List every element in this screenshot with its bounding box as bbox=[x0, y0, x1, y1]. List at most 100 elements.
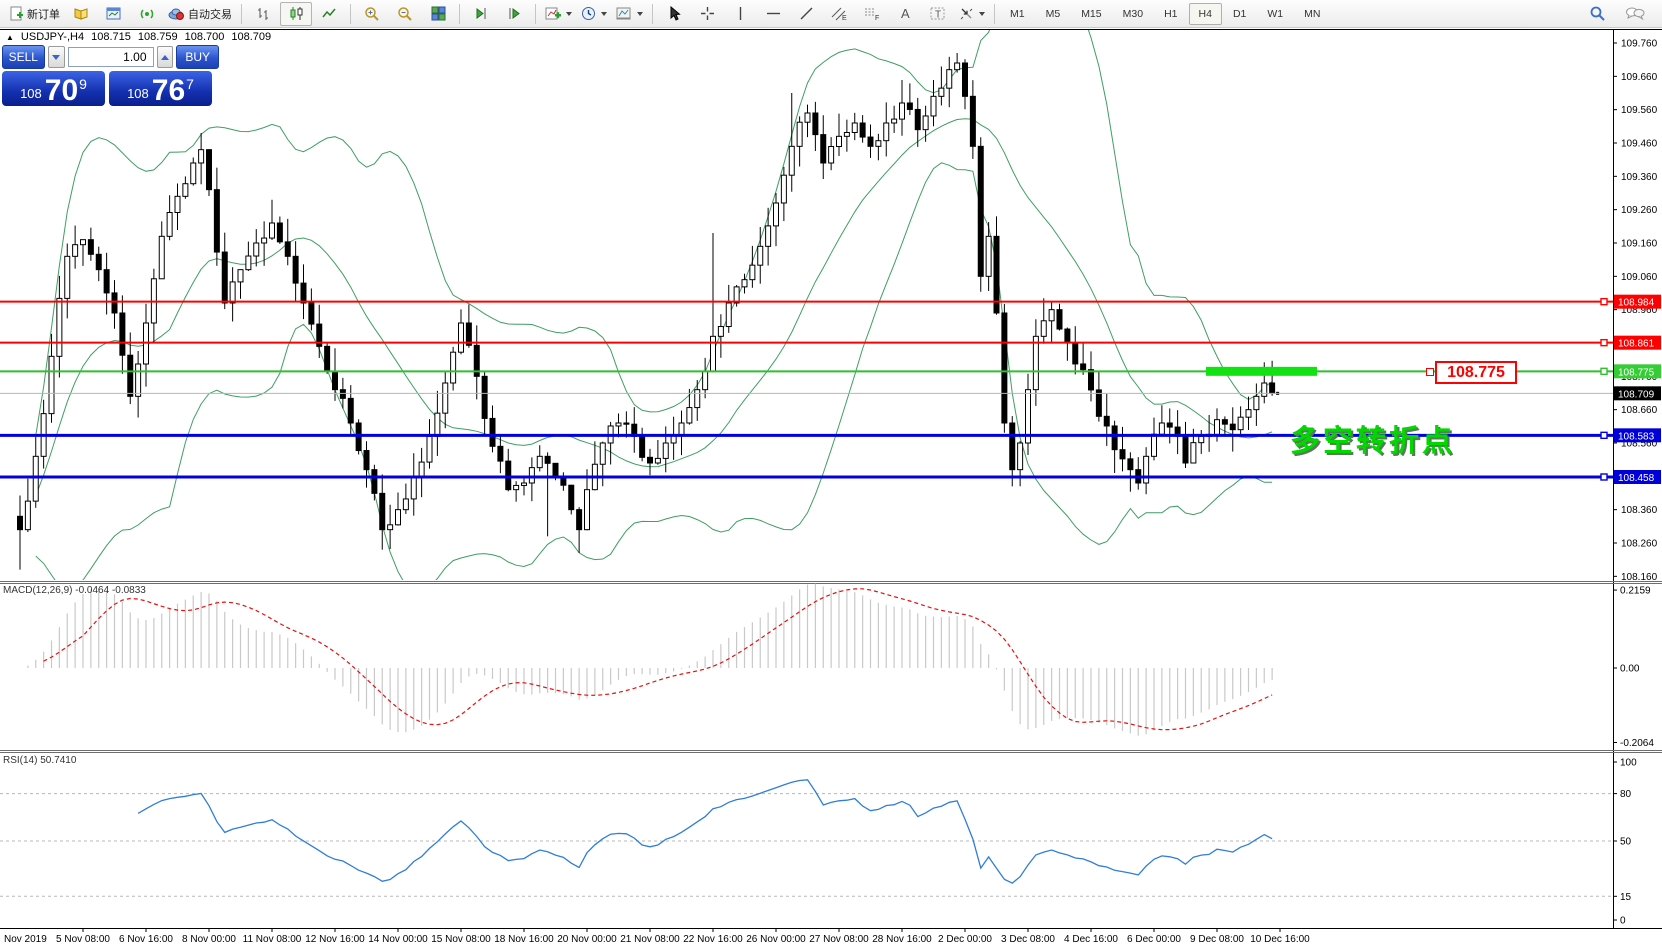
symbol-info: ▲ USDJPY-,H4 108.715 108.759 108.700 108… bbox=[6, 31, 271, 43]
timeframe-button-h4[interactable]: H4 bbox=[1188, 2, 1222, 25]
volume-decrease-button[interactable] bbox=[47, 46, 65, 68]
crosshair-button[interactable] bbox=[691, 2, 723, 26]
shift-end-button[interactable] bbox=[465, 2, 497, 26]
price-callout-anchor[interactable] bbox=[1426, 368, 1434, 376]
resistance-line-1[interactable] bbox=[0, 297, 1613, 306]
toolbar-right bbox=[1581, 2, 1657, 26]
signal-icon bbox=[139, 6, 155, 21]
buy-price-pips: 76 bbox=[151, 74, 186, 107]
price-tick-label: 109.460 bbox=[1621, 138, 1658, 149]
highlight-bar[interactable] bbox=[1206, 366, 1317, 376]
svg-text:F: F bbox=[875, 15, 879, 21]
tile-windows-button[interactable] bbox=[422, 2, 454, 26]
timeframe-button-h1[interactable]: H1 bbox=[1164, 7, 1178, 20]
buy-price-figure: 108 bbox=[127, 86, 149, 101]
dropdown-caret-icon bbox=[979, 11, 985, 16]
bars-icon bbox=[256, 6, 271, 21]
price-tick-label: 108.360 bbox=[1621, 505, 1658, 516]
chinese-annotation[interactable]: 多空转折点 bbox=[1290, 425, 1455, 458]
candlesticks bbox=[17, 52, 1276, 570]
text-label-button[interactable]: T bbox=[922, 2, 954, 26]
tline-icon bbox=[799, 6, 814, 21]
candlestick-chart-button[interactable] bbox=[280, 1, 312, 26]
time-tick-label: 18 Nov 16:00 bbox=[494, 934, 554, 945]
price-callout-label[interactable]: 108.775 bbox=[1435, 361, 1517, 384]
rsi-value: 50.7410 bbox=[40, 755, 77, 766]
timeframe-button-d1[interactable]: D1 bbox=[1232, 7, 1247, 20]
chat-button[interactable] bbox=[1619, 2, 1651, 26]
rsi-tick-label: 50 bbox=[1620, 837, 1632, 848]
volume-input[interactable] bbox=[67, 47, 154, 67]
macd-panel bbox=[27, 583, 1273, 736]
one-click-trade-panel: SELL BUY 108 70 9 108 76 7 bbox=[2, 45, 219, 106]
periods-button[interactable] bbox=[577, 2, 611, 26]
sell-quote[interactable]: 108 70 9 bbox=[2, 71, 105, 106]
resistance-line-2[interactable] bbox=[0, 338, 1613, 347]
toolbar-separator bbox=[652, 3, 653, 24]
dropdown-caret-icon bbox=[566, 11, 572, 16]
market-watch-button[interactable] bbox=[65, 2, 97, 26]
buy-quote[interactable]: 108 76 7 bbox=[109, 71, 212, 106]
auto-trading-button-label: 自动交易 bbox=[188, 8, 232, 21]
price-label-108.583: 108.583 bbox=[1614, 428, 1661, 443]
fibonacci-button[interactable]: F bbox=[856, 2, 888, 26]
bollinger-middle-band bbox=[35, 118, 1273, 496]
pivot-line[interactable] bbox=[0, 367, 1613, 376]
rsi-tick-label: 15 bbox=[1620, 892, 1632, 903]
auto-scroll-button[interactable] bbox=[498, 2, 530, 26]
price-tick-label: 109.560 bbox=[1621, 105, 1658, 116]
price-tick-label: 108.260 bbox=[1621, 538, 1658, 549]
data-window-button[interactable] bbox=[98, 2, 130, 26]
buy-button[interactable]: BUY bbox=[176, 45, 219, 69]
new-order-icon bbox=[9, 6, 24, 21]
time-tick-label: 6 Dec 00:00 bbox=[1127, 934, 1181, 945]
timeframe-button-mn[interactable]: MN bbox=[1304, 7, 1321, 20]
search-button[interactable] bbox=[1581, 2, 1613, 26]
trendline-button[interactable] bbox=[790, 2, 822, 26]
indicators-button[interactable] bbox=[541, 2, 576, 26]
auto-trading-button[interactable]: 自动交易 bbox=[164, 2, 236, 26]
price-tick-label: 108.160 bbox=[1621, 572, 1658, 583]
channel-button[interactable]: E bbox=[823, 2, 855, 26]
new-order-button[interactable]: 新订单 bbox=[5, 2, 64, 26]
timeframe-button-m5[interactable]: M5 bbox=[1045, 7, 1061, 20]
price-tick-label: 109.160 bbox=[1621, 238, 1658, 249]
timeframe-button-m1[interactable]: M1 bbox=[1010, 7, 1025, 20]
rsi-name: RSI(14) bbox=[3, 755, 38, 766]
text-button[interactable]: A bbox=[889, 2, 921, 26]
templates-button[interactable] bbox=[612, 2, 647, 26]
rsi-tick-label: 80 bbox=[1620, 789, 1632, 800]
svg-text:T: T bbox=[935, 10, 941, 21]
bar-chart-button[interactable] bbox=[247, 2, 279, 26]
time-tick-label: 20 Nov 00:00 bbox=[557, 934, 617, 945]
price-tick-label: 108.660 bbox=[1621, 405, 1658, 416]
chart-canvas[interactable]: 109.760 109.660 109.560 109.460 109.360 109.2… bbox=[0, 28, 1662, 945]
timeframe-button-m30[interactable]: M30 bbox=[1122, 7, 1144, 20]
zoom-in-button[interactable] bbox=[356, 2, 388, 26]
ohlc-low: 108.700 bbox=[184, 31, 225, 43]
toolbar-separator bbox=[535, 3, 536, 24]
zoom-in-icon bbox=[364, 6, 380, 22]
signals-button[interactable] bbox=[131, 2, 163, 26]
timeframe-button-m15[interactable]: M15 bbox=[1081, 7, 1102, 20]
support-line-2[interactable] bbox=[0, 473, 1613, 481]
horizontal-line-button[interactable] bbox=[757, 2, 789, 26]
volume-increase-button[interactable] bbox=[156, 46, 174, 68]
svg-text:A: A bbox=[901, 6, 910, 21]
timeframe-button-w1[interactable]: W1 bbox=[1267, 7, 1284, 20]
cursor-button[interactable] bbox=[658, 2, 690, 26]
arrows-button[interactable] bbox=[955, 2, 989, 26]
window-icon bbox=[106, 6, 122, 21]
support-line-1[interactable] bbox=[0, 431, 1613, 440]
zoom-out-icon bbox=[397, 6, 413, 22]
vertical-line-button[interactable] bbox=[724, 2, 756, 26]
sell-button[interactable]: SELL bbox=[2, 45, 45, 69]
ohlc-open: 108.715 bbox=[91, 31, 131, 43]
autotrade-icon bbox=[168, 6, 185, 21]
line-chart-button[interactable] bbox=[313, 2, 345, 26]
zoom-out-button[interactable] bbox=[389, 2, 421, 26]
dropdown-caret-icon bbox=[601, 11, 607, 16]
bollinger-upper-band bbox=[35, 30, 1273, 436]
macd-name: MACD(12,26,9) bbox=[3, 585, 73, 596]
toolbar-separator bbox=[350, 3, 351, 24]
